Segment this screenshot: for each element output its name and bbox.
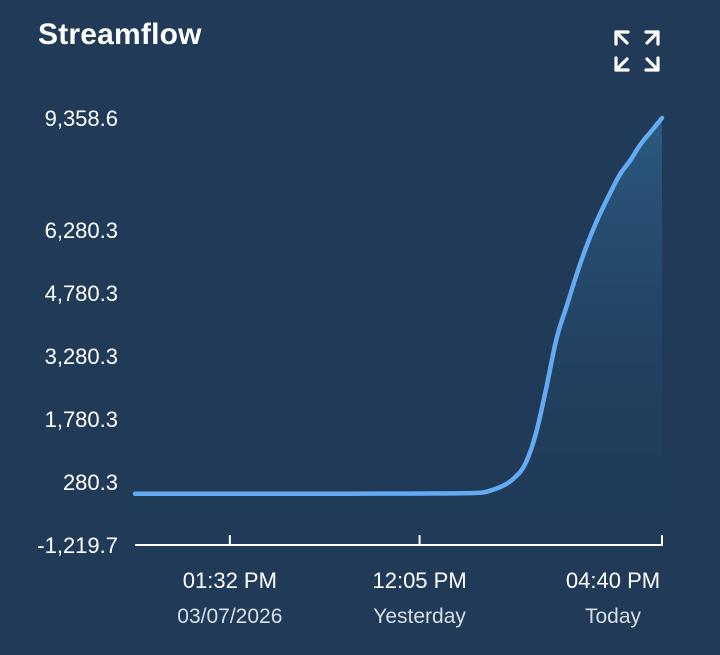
x-tick-sublabel: Today bbox=[585, 605, 642, 628]
y-tick-label: 3,280.3 bbox=[45, 344, 118, 369]
chart-title: Streamflow bbox=[38, 18, 202, 51]
x-tick-sublabel: Yesterday bbox=[373, 605, 466, 628]
expand-button[interactable] bbox=[612, 28, 662, 74]
expand-arrows-icon bbox=[614, 30, 660, 72]
y-tick-label: 280.3 bbox=[63, 470, 118, 495]
y-tick-label: 1,780.3 bbox=[45, 407, 118, 432]
series-line bbox=[132, 115, 665, 497]
x-tick-label: 12:05 PM bbox=[372, 568, 466, 593]
y-tick-label: 9,358.6 bbox=[45, 106, 118, 131]
y-tick-label: 6,280.3 bbox=[45, 218, 118, 243]
series-area bbox=[135, 118, 662, 544]
y-tick-label: -1,219.7 bbox=[37, 533, 118, 558]
x-tick-label: 01:32 PM bbox=[183, 568, 277, 593]
x-tick-label: 04:40 PM bbox=[566, 568, 660, 593]
x-tick-sublabel: 03/07/2026 bbox=[177, 605, 282, 628]
y-tick-label: 4,780.3 bbox=[45, 281, 118, 306]
